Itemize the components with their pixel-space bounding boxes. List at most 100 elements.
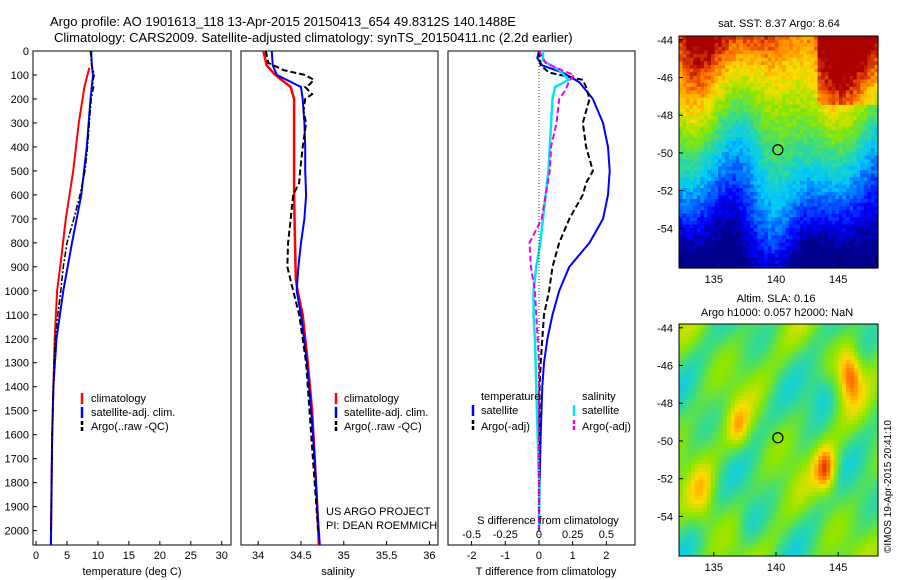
map-cell — [700, 141, 705, 146]
map-cell — [835, 162, 840, 168]
map-cell — [806, 372, 811, 377]
map-cell — [771, 130, 776, 135]
map-cell — [846, 86, 851, 91]
map-cell — [693, 177, 698, 182]
map-cell — [714, 224, 719, 229]
map-cell — [690, 360, 696, 365]
map-cell — [682, 170, 687, 175]
map-cell — [835, 199, 840, 204]
map-cell — [750, 217, 755, 222]
map-cell — [867, 141, 872, 146]
map-cell — [794, 340, 799, 345]
map-cell — [796, 253, 801, 258]
map-cell — [862, 340, 867, 345]
map-cell — [856, 231, 861, 236]
map-cell — [696, 188, 701, 193]
map-cell — [746, 123, 751, 128]
map-cell — [760, 242, 765, 247]
map-cell — [757, 162, 762, 168]
map-cell — [874, 75, 879, 81]
map-cell — [679, 50, 684, 55]
map-cell — [867, 224, 872, 229]
map-cell — [822, 340, 827, 345]
map-cell — [760, 249, 765, 255]
map-cell — [794, 416, 799, 421]
map-cell — [689, 108, 694, 113]
map-cell — [746, 376, 752, 381]
map-cell — [818, 380, 823, 385]
map-cell — [860, 170, 865, 175]
map-cell — [803, 141, 808, 146]
map-cell — [817, 112, 822, 117]
map-cell — [831, 246, 836, 251]
sla-map-title: Altim. SLA: 0.16 — [737, 293, 816, 305]
map-cell — [771, 228, 776, 233]
map-cell — [799, 119, 804, 124]
map-cell — [870, 400, 875, 405]
map-cell — [694, 412, 700, 417]
map-cell — [771, 68, 776, 73]
map-cell — [760, 97, 765, 102]
map-cell — [782, 68, 787, 73]
map-cell — [853, 126, 858, 131]
map-cell — [707, 159, 712, 164]
map-cell — [846, 235, 851, 240]
map-cell — [762, 340, 768, 345]
map-cell — [814, 133, 819, 139]
map-cell — [782, 86, 787, 91]
map-cell — [782, 57, 787, 62]
map-cell — [732, 249, 737, 255]
map-cell — [725, 61, 730, 66]
map-cell — [698, 364, 704, 369]
map-cell — [739, 46, 744, 52]
map-cell — [796, 104, 801, 110]
map-cell — [760, 257, 765, 262]
map-cell — [842, 162, 847, 168]
map-cell — [774, 46, 780, 52]
map-cell — [846, 119, 851, 124]
map-cell — [682, 188, 687, 193]
map-cell — [766, 352, 772, 357]
map-cell — [746, 115, 751, 120]
map-cell — [746, 235, 751, 240]
map-cell — [689, 210, 694, 215]
map-cell — [767, 210, 772, 215]
map-cell — [858, 352, 863, 357]
map-cell — [679, 43, 684, 48]
map-cell — [782, 115, 787, 120]
map-cell — [689, 137, 694, 142]
map-cell — [774, 384, 780, 389]
map-cell — [796, 213, 801, 218]
map-cell — [785, 97, 790, 102]
map-cell — [863, 170, 868, 175]
map-cell — [846, 162, 851, 168]
map-cell — [730, 324, 736, 329]
map-cell — [822, 328, 827, 333]
map-cell — [696, 43, 701, 48]
map-cell — [693, 61, 698, 66]
map-cell — [728, 162, 733, 168]
map-cell — [785, 119, 790, 124]
map-cell — [806, 384, 811, 389]
map-cell — [714, 328, 720, 333]
map-cell — [858, 332, 863, 337]
map-cell — [764, 115, 769, 120]
map-cell — [753, 264, 758, 269]
map-cell — [689, 61, 694, 66]
map-cell — [824, 224, 829, 229]
map-cell — [696, 257, 701, 262]
map-cell — [693, 126, 698, 131]
map-cell — [689, 253, 694, 258]
map-cell — [818, 364, 823, 369]
map-cell — [700, 224, 705, 229]
map-cell — [799, 137, 804, 142]
map-cell — [828, 170, 833, 175]
map-cell — [710, 376, 716, 381]
map-cell — [814, 242, 819, 247]
map-cell — [682, 152, 687, 157]
x-tick-label: -1 — [500, 550, 510, 562]
map-cell — [718, 257, 723, 262]
map-cell — [732, 83, 737, 88]
map-cell — [714, 213, 719, 218]
map-cell — [831, 101, 836, 106]
